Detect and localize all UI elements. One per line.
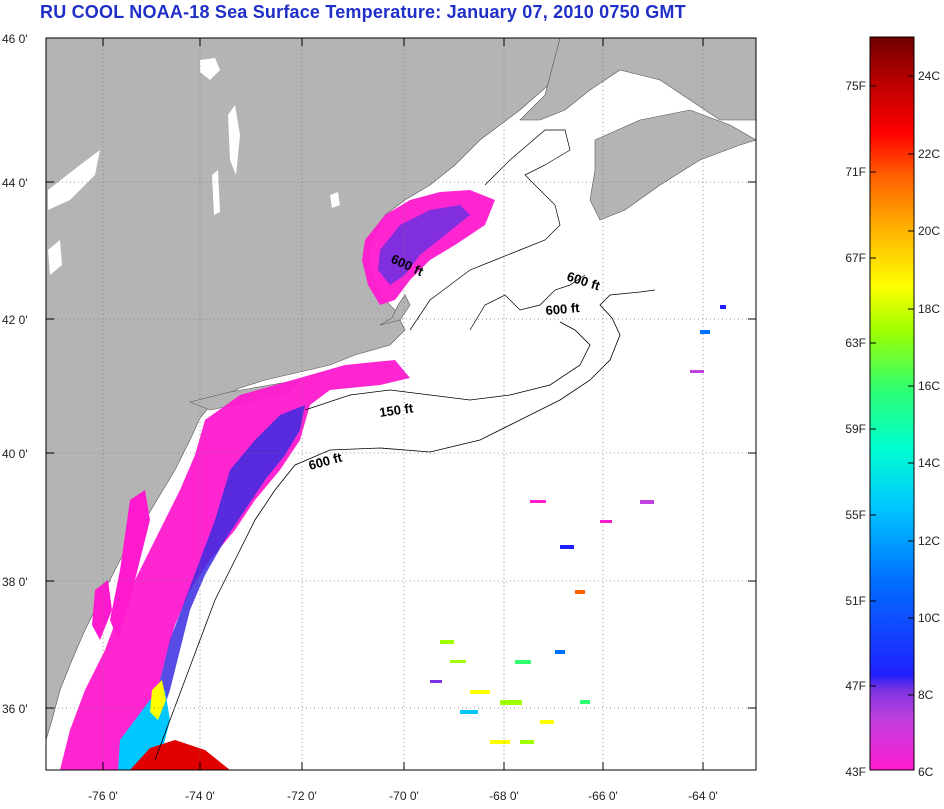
colorbar-f-label: 67F (845, 251, 866, 265)
lon-label: -70 0' (389, 789, 419, 803)
colorbar-f-label: 59F (845, 422, 866, 436)
isobath-georges (469, 274, 586, 331)
lon-label: -68 0' (489, 789, 519, 803)
colorbar-ticks (870, 75, 914, 696)
colorbar-f-label: 71F (845, 165, 866, 179)
sst-gulf-stream-yellow (150, 680, 166, 720)
map-frame (45, 37, 757, 771)
colorbar-c-label: 16C (918, 379, 941, 393)
lake (48, 240, 62, 275)
colorbar-f-label: 51F (845, 594, 866, 608)
lake (330, 192, 340, 208)
lake (48, 150, 100, 210)
bay (92, 580, 112, 640)
isobath-600ft (154, 289, 656, 761)
land-nova-scotia (589, 109, 756, 221)
colorbar (869, 36, 915, 771)
sst-gulf-of-maine-inner (378, 205, 470, 285)
bay (110, 490, 150, 640)
colorbar-f-label: 63F (845, 336, 866, 350)
lat-label: 46 0' (2, 32, 28, 46)
colorbar-c-label: 12C (918, 534, 941, 548)
lake (200, 58, 220, 80)
sst-coastal-shelf (60, 360, 410, 770)
sst-gulf-stream-hot (130, 740, 230, 770)
isobath-label: 600 ft (545, 300, 581, 318)
colorbar-c-label: 8C (918, 688, 934, 702)
axis-ticks (46, 37, 756, 770)
colorbar-f-label: 55F (845, 508, 866, 522)
colorbar-c-label: 24C (918, 69, 941, 83)
lat-label: 38 0' (2, 575, 28, 589)
lake (212, 170, 220, 215)
lat-label: 36 0' (2, 702, 28, 716)
lat-label: 42 0' (2, 313, 28, 327)
lon-label: -74 0' (185, 789, 215, 803)
colorbar-f-label: 47F (845, 679, 866, 693)
colorbar-c-label: 22C (918, 147, 941, 161)
lon-label: -66 0' (588, 789, 618, 803)
colorbar-f-label: 75F (845, 79, 866, 93)
land-cape-cod (379, 294, 411, 326)
isobath-label: 150 ft (378, 400, 414, 420)
sst-coastal-inner (150, 405, 305, 720)
sst-offshore-patches (430, 305, 726, 744)
lake (228, 105, 240, 175)
colorbar-f-label: 43F (845, 765, 866, 779)
lon-label: -72 0' (287, 789, 317, 803)
land-canada (519, 38, 756, 121)
lat-label: 40 0' (2, 447, 28, 461)
colorbar-c-label: 20C (918, 224, 941, 238)
isobath-150ft (304, 321, 591, 411)
lon-label: -64 0' (688, 789, 718, 803)
colorbar-c-label: 14C (918, 456, 941, 470)
map-title: RU COOL NOAA-18 Sea Surface Temperature:… (40, 2, 686, 22)
lon-label: -76 0' (88, 789, 118, 803)
colorbar-c-label: 18C (918, 302, 941, 316)
lat-label: 44 0' (2, 176, 28, 190)
isobath-gulf-of-maine (409, 129, 571, 331)
colorbar-c-label: 10C (918, 611, 941, 625)
colorbar-c-label: 6C (918, 765, 934, 779)
